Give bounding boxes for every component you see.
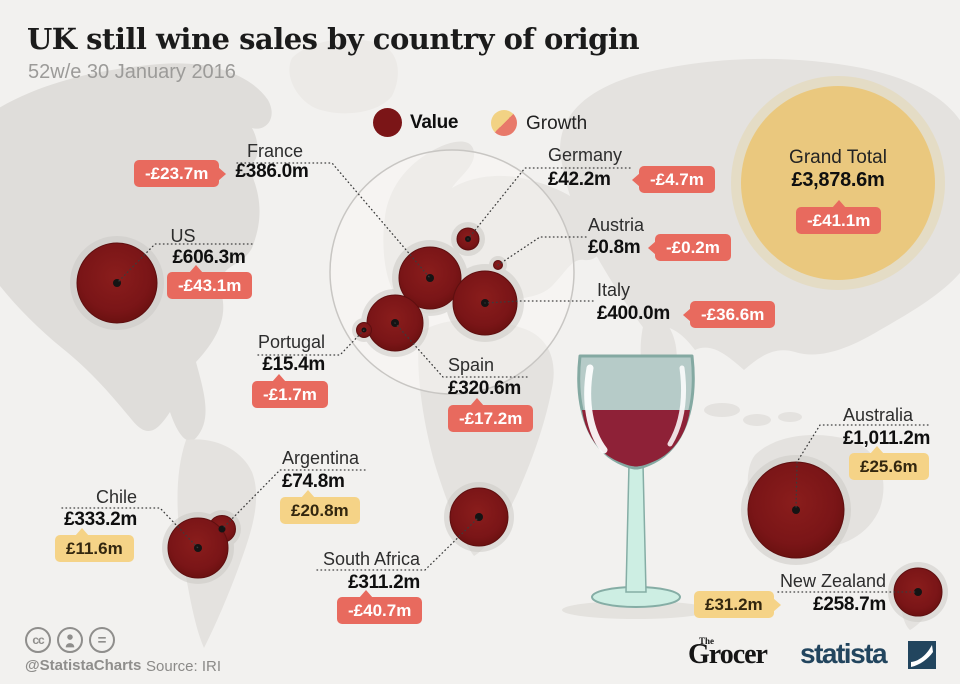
indonesia-landmass [778,412,802,422]
leader-lines [61,162,929,593]
country-value-argentina: £74.8m [282,471,345,492]
wine-glass-icon [562,354,710,619]
country-label-france: France [246,141,304,161]
country-value-france: £386.0m [235,161,309,182]
attribution-icon [57,627,83,653]
page-title: UK still wine sales by country of origin [27,22,640,56]
nd-icon: = [89,627,115,653]
leader-italy [484,300,594,304]
country-label-germany: Germany [548,145,623,165]
country-label-south-africa: South Africa [322,549,420,569]
country-label-spain: Spain [448,355,495,375]
growth-badge-argentina: £20.8m [280,490,360,524]
leader-spain [394,322,528,378]
country-label-italy: Italy [597,280,631,300]
leader-south-africa [316,516,480,571]
grocer-logo: Grocer [688,639,768,670]
page-subtitle: 52w/e 30 January 2016 [28,61,236,83]
country-value-new-zealand: £258.7m [813,594,886,615]
cc-icon: cc [25,627,51,653]
leader-france [236,162,431,279]
leader-argentina [221,469,366,530]
country-label-argentina: Argentina [282,448,360,468]
growth-badge-chile: £11.6m [55,528,134,562]
leader-germany [467,167,631,240]
leader-austria [497,236,587,266]
country-label-austria: Austria [588,215,645,235]
growth-badge-spain: -£17.2m [448,398,534,432]
growth-badge-italy: -£36.6m [682,301,776,328]
indonesia-landmass [743,414,771,426]
statista-charts-handle: @StatistaCharts [25,657,142,674]
growth-badge-france: -£23.7m [134,160,227,187]
country-value-australia: £1,011.2m [843,428,931,449]
growth-badge-austria: -£0.2m [648,234,731,261]
person-glyph [65,633,75,647]
growth-badge-australia: £25.6m [849,446,929,480]
statista-logo: statista [800,638,888,669]
country-label-chile: Chile [95,487,137,507]
bubble-center-dots [113,236,922,596]
country-label-us: US [170,226,196,246]
country-label-new-zealand: New Zealand [779,571,886,591]
nd-icon-text: = [97,631,107,649]
country-value-italy: £400.0m [597,303,670,324]
growth-badge-south-africa: -£40.7m [337,590,423,624]
grand-total-circle [741,86,935,280]
source-note: Source: IRI [146,658,222,675]
leader-portugal [257,329,365,356]
country-value-chile: £333.2m [64,509,137,530]
grand-total-growth-badge: -£41.1m [796,200,882,234]
country-value-us: £606.3m [172,247,246,268]
country-label-australia: Australia [843,405,914,425]
greenland-landmass [289,39,398,114]
legend-value-label: Value [410,112,459,133]
growth-badge-germany: -£4.7m [632,166,715,193]
license-icons: cc = [25,627,115,653]
cc-icon-text: cc [32,633,44,647]
growth-badge-portugal: -£1.7m [252,374,328,408]
country-value-austria: £0.8m [588,237,641,258]
growth-dot-icon [491,110,517,136]
legend-growth-label: Growth [526,113,588,134]
growth-badge-new-zealand: £31.2m [694,591,781,618]
growth-badge-us: -£43.1m [167,265,253,299]
country-value-portugal: £15.4m [262,354,325,375]
country-value-south-africa: £311.2m [348,572,420,593]
statista-logo-icon [908,641,936,669]
value-dot-icon [373,108,402,137]
leader-us [116,243,253,284]
grand-total-value: £3,878.6m [791,169,885,191]
indonesia-landmass [704,403,740,417]
country-value-germany: £42.2m [548,169,611,190]
leader-chile [61,507,199,549]
leader-australia [795,424,929,511]
country-value-spain: £320.6m [448,378,521,399]
grand-total-label: Grand Total [789,147,887,168]
grocer-logo-the: The [699,636,715,646]
uk-landmass [394,185,419,225]
country-label-portugal: Portugal [257,332,325,352]
wine-glass-illustration [556,352,716,629]
